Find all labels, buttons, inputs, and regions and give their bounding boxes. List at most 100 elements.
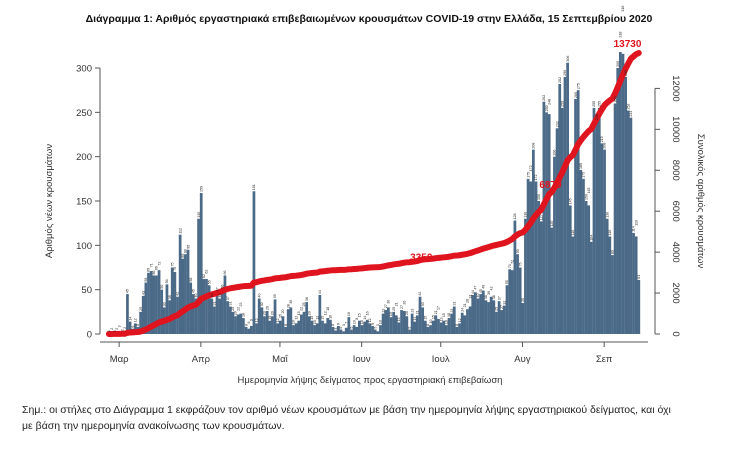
bar-value-label: 47 (215, 287, 219, 291)
bar-value-label: 90 (184, 249, 188, 253)
bars (107, 52, 641, 335)
bar-value-label: 3 (376, 324, 380, 326)
bar (268, 320, 272, 334)
bar-value-label: 200 (553, 150, 557, 156)
bar (199, 193, 203, 334)
bar (128, 321, 132, 334)
x-axis: Μαρ Απρ Μαΐ Ιουν Ιουλ Αυγ Σεπ (100, 341, 648, 365)
bar-value-label: 8 (136, 324, 140, 326)
x-tick-label: Μαρ (110, 354, 129, 365)
bar (334, 330, 338, 334)
bar (184, 254, 187, 334)
bar-value-label: 8 (426, 324, 430, 326)
bar-value-label: 36 (487, 291, 491, 295)
bar-value-label: 14 (128, 317, 132, 321)
bar (624, 76, 627, 334)
bar-value-label: 28 (466, 299, 470, 303)
bar (618, 52, 622, 334)
bar (402, 310, 406, 334)
bar (358, 320, 361, 334)
bar (563, 76, 567, 334)
bar-value-label: 58 (189, 278, 193, 282)
bar-value-label: 20 (281, 310, 285, 314)
bar-value-label: 26 (265, 306, 269, 310)
bar (360, 325, 364, 334)
x-tick-label: Αυγ (514, 354, 531, 365)
bar (242, 318, 245, 334)
bar-value-label: 50 (160, 285, 164, 289)
cumulative-line-path (105, 50, 642, 337)
bar (518, 267, 522, 334)
bar-value-label: 10 (360, 320, 364, 324)
bar (550, 227, 554, 334)
right-tick-label: 4000 (670, 242, 681, 263)
bar-value-label: 12 (294, 316, 298, 320)
bar (595, 121, 598, 334)
bar (611, 255, 614, 334)
bar-value-label: 175 (526, 172, 530, 178)
bar-value-label: 12 (368, 318, 372, 322)
bar-value-label: 72 (510, 260, 514, 264)
bar-value-label: 49 (481, 285, 485, 289)
bar (292, 325, 295, 334)
bar-value-label: 12 (134, 318, 138, 322)
bar (371, 326, 374, 334)
bar-value-label: 15 (358, 313, 362, 317)
bar-value-label: 22 (236, 307, 240, 311)
bar-value-label: 104 (590, 235, 594, 241)
bar-value-label: 89 (611, 250, 615, 254)
bar (497, 301, 501, 334)
bar (503, 305, 506, 334)
bar-value-label: 56 (165, 279, 169, 283)
bar (247, 328, 251, 334)
bar-value-label: 159 (199, 186, 203, 192)
bar-value-label: 20 (234, 311, 238, 315)
bar-value-label: 127 (539, 214, 543, 220)
left-tick-label: 300 (76, 64, 92, 75)
bar (531, 149, 535, 334)
bar (294, 323, 298, 334)
bar-value-label: 18 (242, 313, 246, 317)
bar-value-label: 5 (339, 327, 343, 329)
bar (553, 156, 556, 334)
bar (589, 241, 593, 334)
bar (505, 285, 509, 334)
bar-value-label: 45 (126, 289, 130, 293)
bar-value-label: 9 (250, 319, 254, 321)
bar-value-label: 252 (626, 104, 630, 110)
bar-value-label: 24 (460, 308, 464, 312)
bar (429, 325, 432, 334)
bar-value-label: 10 (313, 320, 317, 324)
bar (126, 294, 129, 334)
bar (571, 236, 575, 334)
bar-value-label: 4 (334, 327, 338, 329)
bar (315, 323, 319, 334)
bar (323, 323, 327, 334)
bar-value-label: 145 (587, 188, 591, 194)
bar (226, 301, 229, 334)
bar-value-label: 5 (408, 327, 412, 329)
y-axis-label: Αριθμός νέων κρουσμάτων (44, 144, 55, 258)
bar (537, 201, 541, 334)
bar-value-label: 75 (170, 263, 174, 267)
bar-value-label: 58 (144, 278, 148, 282)
bar-value-label: 255 (561, 101, 565, 107)
bar-value-label: 8 (284, 324, 288, 326)
bar-value-label: 15 (423, 316, 427, 320)
left-tick-label: 100 (76, 241, 92, 252)
bar-value-label: 69 (147, 268, 151, 272)
bar-value-label: 73 (508, 264, 512, 268)
bar-value-label: 32 (503, 301, 507, 305)
bar-value-label: 21 (395, 302, 399, 306)
bar-value-label: 161 (252, 184, 256, 190)
bar (218, 298, 222, 334)
bar-value-label: 15 (268, 316, 272, 320)
bar (484, 300, 488, 334)
bar (492, 300, 496, 334)
bar (350, 329, 353, 334)
bar (489, 296, 493, 334)
bar (468, 306, 472, 334)
bar-value-label: 290 (624, 70, 628, 76)
bar (447, 318, 451, 334)
chart-title: Διάγραμμα 1: Αριθμός εργαστηριακά επιβεβ… (86, 13, 653, 25)
